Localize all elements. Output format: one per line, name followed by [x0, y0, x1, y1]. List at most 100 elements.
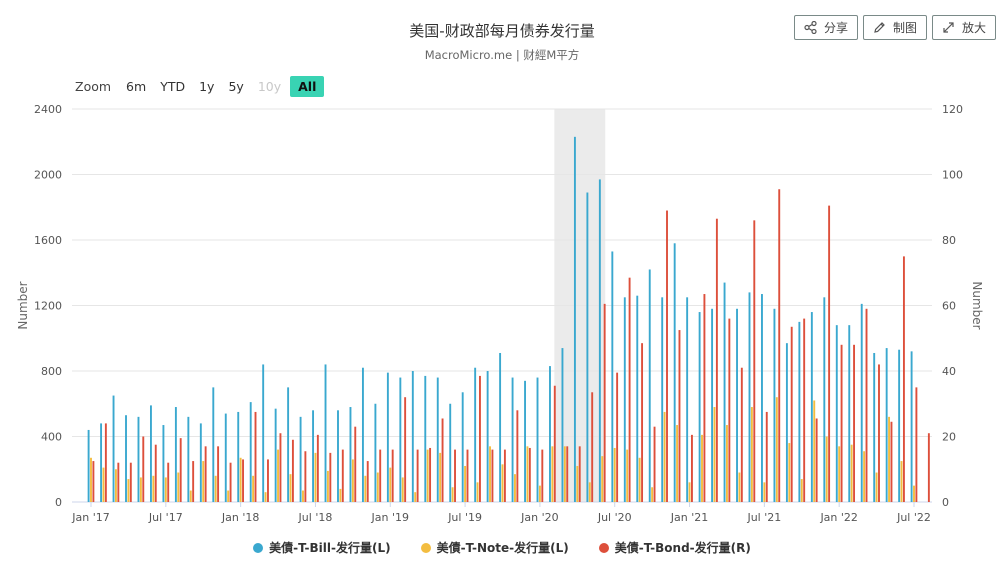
bar-t-note: [800, 479, 803, 502]
legend-item-bill[interactable]: 美債-T-Bill-发行量(L): [253, 539, 391, 556]
bar-t-bond: [204, 446, 207, 502]
expand-label: 放大: [961, 21, 986, 35]
bar-t-bond: [790, 326, 793, 502]
x-tick-label: Jul '22: [896, 511, 931, 524]
bar-t-bill: [873, 352, 876, 502]
bar-t-note: [127, 479, 130, 502]
bar-t-bill: [149, 405, 152, 502]
expand-button[interactable]: 放大: [931, 15, 996, 40]
bar-t-bond: [92, 461, 95, 502]
bar-t-note: [701, 434, 703, 502]
bar-t-note: [813, 400, 816, 502]
zoom-all-button[interactable]: All: [290, 76, 325, 97]
bar-t-bond: [217, 446, 220, 502]
legend-dot-bond: [598, 542, 609, 553]
bar-t-bill: [686, 297, 689, 502]
bar-t-bill: [773, 308, 776, 502]
bar-t-note: [252, 475, 255, 502]
bar-t-bill: [87, 429, 90, 502]
bar-t-bill: [648, 269, 651, 502]
bar-t-bond: [142, 436, 145, 502]
share-button[interactable]: 分享: [793, 15, 858, 40]
bar-t-bond: [279, 433, 282, 502]
bar-t-note: [601, 456, 604, 502]
x-tick-label: Jan '17: [71, 511, 109, 524]
bar-t-note: [501, 464, 504, 502]
draw-chart-button[interactable]: 制图: [862, 15, 927, 40]
bar-t-bond: [715, 218, 718, 502]
bar-t-note: [613, 447, 616, 502]
bar-t-bond: [354, 426, 357, 502]
bar-t-note: [888, 416, 891, 502]
bar-t-bill: [711, 308, 714, 502]
bar-t-bill: [698, 312, 701, 502]
bar-t-note: [90, 457, 92, 502]
share-icon: [804, 21, 817, 34]
bar-t-note: [514, 474, 516, 502]
bar-t-note: [239, 457, 242, 502]
bar-t-bond: [291, 439, 294, 502]
bar-t-bond: [404, 397, 407, 502]
bar-t-bill: [549, 366, 551, 502]
zoom-selector: Zoom 6m YTD 1y 5y 10y All: [75, 76, 328, 97]
bar-t-bill: [561, 348, 564, 502]
y-left-tick-label: 800: [41, 365, 62, 378]
legend-dot-bill: [253, 542, 264, 553]
bar-t-note: [277, 449, 279, 502]
bar-t-bond: [915, 387, 918, 502]
bar-t-bill: [611, 251, 614, 502]
bar-t-note: [189, 490, 192, 502]
legend-item-note[interactable]: 美債-T-Note-发行量(L): [420, 539, 569, 556]
bar-t-bill: [673, 243, 676, 502]
zoom-6m-button[interactable]: 6m: [126, 79, 147, 94]
bar-t-note: [264, 492, 267, 502]
bar-t-bill: [623, 297, 626, 502]
bar-t-bond: [753, 220, 756, 502]
bar-t-bond: [129, 462, 132, 502]
bar-t-bill: [723, 282, 726, 502]
bar-t-bond: [379, 449, 382, 502]
bar-t-bond: [366, 461, 369, 502]
bar-t-note: [913, 485, 915, 502]
y-left-tick-label: 1200: [34, 300, 62, 313]
y-left-axis-title: Number: [16, 281, 30, 329]
bar-t-note: [838, 446, 841, 502]
bar-t-note: [626, 449, 629, 502]
bar-t-note: [227, 490, 230, 502]
chart-subtitle: MacroMicro.me | 财經M平方: [424, 48, 580, 62]
bar-t-bill: [224, 413, 227, 502]
bar-t-bill: [337, 410, 339, 502]
bar-t-note: [351, 459, 354, 502]
legend-label-note: 美債-T-Note-发行量(L): [436, 541, 569, 555]
bar-t-note: [302, 490, 304, 502]
bar-t-bond: [229, 462, 232, 502]
bar-t-bill: [461, 392, 464, 502]
bar-t-bond: [778, 189, 781, 503]
zoom-1y-button[interactable]: 1y: [199, 79, 215, 94]
bar-t-bill: [573, 136, 576, 502]
bar-t-note: [439, 452, 442, 502]
bar-t-bill: [798, 321, 801, 502]
bar-t-bond: [815, 418, 818, 502]
bar-t-bond: [254, 411, 257, 502]
bar-t-bill: [661, 297, 664, 502]
bar-t-bond: [890, 421, 893, 502]
bar-t-bill: [436, 377, 439, 502]
bar-t-bond: [690, 434, 693, 502]
bar-t-note: [825, 436, 828, 502]
bar-t-bond: [803, 318, 806, 502]
bar-t-bill: [499, 352, 502, 502]
x-tick-label: Jan '22: [819, 511, 857, 524]
bar-t-bill: [187, 416, 190, 502]
y-right-tick-label: 40: [942, 365, 956, 378]
bar-t-bond: [541, 449, 544, 502]
legend-item-bond[interactable]: 美債-T-Bond-发行量(R): [598, 539, 751, 556]
bar-t-bill: [449, 403, 452, 502]
bar-t-note: [401, 477, 404, 502]
bar-chart: 0 400 800 1200 1600 2000 2400 0 20 40 60 80 100 120 Nu…: [16, 103, 984, 524]
zoom-ytd-button[interactable]: YTD: [160, 79, 186, 94]
zoom-5y-button[interactable]: 5y: [228, 79, 244, 94]
bar-t-bond: [853, 344, 856, 502]
bar-t-bond: [591, 392, 594, 502]
bar-t-bill: [249, 402, 252, 502]
